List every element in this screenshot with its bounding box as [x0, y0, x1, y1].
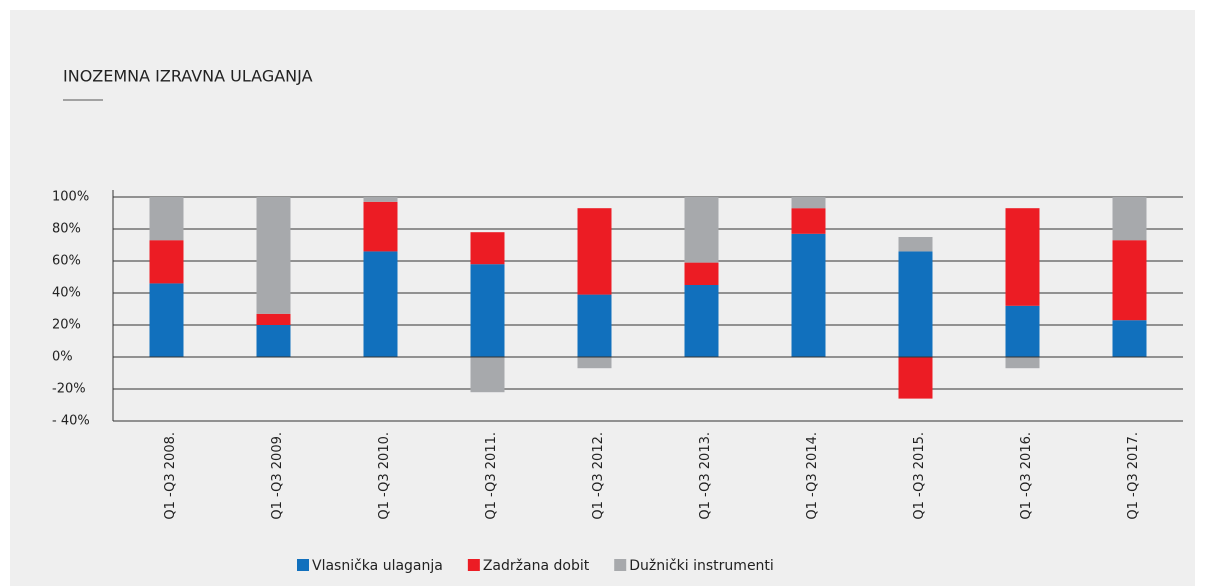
bar: [1005, 305, 1040, 357]
legend-swatch: [467, 559, 480, 571]
bar: [470, 232, 505, 265]
bar: [149, 240, 184, 284]
bar: [149, 283, 184, 357]
bar: [684, 285, 719, 357]
y-tick-label: 20%: [52, 318, 81, 333]
bar: [1112, 240, 1147, 321]
legend-label: Zadržana dobit: [483, 558, 590, 574]
bar: [470, 357, 505, 393]
bar: [363, 201, 398, 252]
bar: [577, 208, 612, 295]
x-tick-label: Q1 -Q3 2009.: [270, 432, 285, 520]
bar: [1112, 197, 1147, 241]
bar: [898, 357, 933, 399]
bar: [791, 233, 826, 357]
bar: [791, 208, 826, 234]
bar: [470, 264, 505, 357]
bar: [256, 325, 291, 357]
legend-label: Dužnički instrumenti: [629, 558, 774, 574]
x-tick-label: Q1 -Q3 2015.: [912, 432, 927, 520]
y-tick-label: 60%: [52, 254, 81, 269]
y-tick-label: -20%: [52, 382, 86, 397]
bar: [1112, 320, 1147, 357]
chart-title: INOZEMNA IZRAVNA ULAGANJA: [63, 67, 313, 86]
legend-label: Vlasnička ulaganja: [312, 558, 443, 574]
x-tick-label: Q1 -Q3 2016.: [1019, 432, 1034, 520]
bar: [577, 294, 612, 357]
y-tick-label: 100%: [52, 190, 89, 205]
bar: [256, 313, 291, 325]
bar: [149, 197, 184, 241]
bar: [1005, 208, 1040, 306]
bar: [791, 197, 826, 209]
y-tick-label: 80%: [52, 222, 81, 237]
bar: [684, 197, 719, 263]
bar: [577, 357, 612, 369]
bar: [898, 237, 933, 252]
y-tick-label: - 40%: [52, 414, 90, 429]
x-tick-label: Q1 -Q3 2008.: [163, 432, 178, 520]
bar: [684, 262, 719, 285]
bar: [898, 251, 933, 357]
legend-swatch: [297, 559, 309, 571]
bar: [1005, 357, 1040, 369]
x-tick-label: Q1 -Q3 2010.: [377, 432, 392, 520]
x-tick-label: Q1 -Q3 2014.: [805, 432, 820, 520]
bar: [363, 197, 398, 202]
x-tick-label: Q1 -Q3 2011.: [484, 432, 499, 520]
bar: [363, 251, 398, 357]
x-tick-label: Q1 -Q3 2013.: [698, 432, 713, 520]
legend-swatch: [614, 559, 627, 571]
bar: [256, 197, 291, 314]
y-tick-label: 0%: [52, 350, 73, 365]
x-tick-label: Q1 -Q3 2012.: [591, 432, 606, 520]
y-tick-label: 40%: [52, 286, 81, 301]
x-tick-label: Q1 -Q3 2017.: [1126, 432, 1141, 520]
